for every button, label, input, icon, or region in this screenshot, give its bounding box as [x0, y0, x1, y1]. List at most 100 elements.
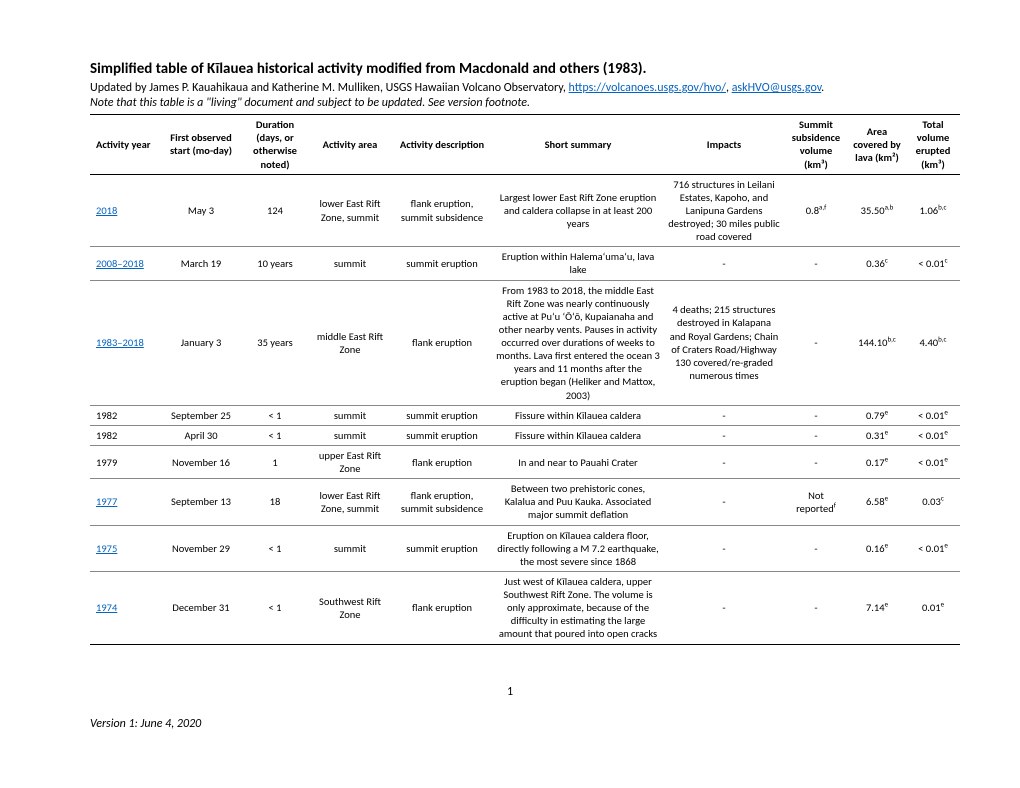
- cell-year: 1983–2018: [90, 280, 160, 405]
- cell-start: November 29: [160, 525, 242, 571]
- cell-subs: -: [784, 247, 848, 280]
- year-link[interactable]: 2018: [96, 204, 117, 217]
- cell-volume: < 0.01e: [906, 405, 960, 425]
- page-number: 1: [90, 685, 930, 699]
- year-link[interactable]: 2008–2018: [96, 257, 144, 270]
- cell-subs: -: [784, 405, 848, 425]
- year-link[interactable]: 1975: [96, 542, 117, 555]
- cell-start: November 16: [160, 445, 242, 478]
- cell-duration: 18: [242, 479, 308, 525]
- cell-start: January 3: [160, 280, 242, 405]
- col-header-volume: Total volume erupted (km³): [906, 115, 960, 175]
- cell-covered: 144.10b,c: [848, 280, 906, 405]
- col-header-impacts: Impacts: [664, 115, 784, 175]
- table-header-row: Activity year First observed start (mo-d…: [90, 115, 960, 175]
- cell-area: summit: [308, 405, 392, 425]
- table-row: 1977September 1318lower East Rift Zone, …: [90, 479, 960, 525]
- cell-volume: < 0.01e: [906, 445, 960, 478]
- cell-desc: flank eruption, summit subsidence: [392, 479, 492, 525]
- cell-summary: In and near to Pauahi Crater: [492, 445, 664, 478]
- cell-summary: Largest lower East Rift Zone eruption an…: [492, 174, 664, 247]
- cell-volume: < 0.01c: [906, 247, 960, 280]
- cell-year: 1975: [90, 525, 160, 571]
- cell-subs: -: [784, 280, 848, 405]
- cell-impacts: -: [664, 425, 784, 445]
- cell-area: summit: [308, 525, 392, 571]
- cell-start: May 3: [160, 174, 242, 247]
- cell-summary: Between two prehistoric cones, Kalalua a…: [492, 479, 664, 525]
- cell-subs: -: [784, 571, 848, 644]
- cell-year: 2018: [90, 174, 160, 247]
- cell-duration: 124: [242, 174, 308, 247]
- cell-subs: -: [784, 525, 848, 571]
- cell-desc: summit eruption: [392, 405, 492, 425]
- cell-year: 2008–2018: [90, 247, 160, 280]
- cell-start: September 13: [160, 479, 242, 525]
- cell-covered: 0.16e: [848, 525, 906, 571]
- cell-desc: summit eruption: [392, 525, 492, 571]
- col-header-summary: Short summary: [492, 115, 664, 175]
- col-header-covered: Area covered by lava (km²): [848, 115, 906, 175]
- year-link[interactable]: 1983–2018: [96, 336, 144, 349]
- cell-duration: 1: [242, 445, 308, 478]
- cell-summary: Eruption within Halemaʻumaʻu, lava lake: [492, 247, 664, 280]
- cell-subs: Not reportedf: [784, 479, 848, 525]
- table-row: 2018 May 3124lower East Rift Zone, summit…: [90, 174, 960, 247]
- cell-impacts: -: [664, 479, 784, 525]
- cell-volume: < 0.01e: [906, 525, 960, 571]
- subtitle-line: Updated by James P. Kauahikaua and Kathe…: [90, 80, 930, 96]
- cell-area: summit: [308, 425, 392, 445]
- cell-desc: flank eruption: [392, 571, 492, 644]
- cell-covered: 6.58e: [848, 479, 906, 525]
- cell-volume: 0.01e: [906, 571, 960, 644]
- version-footnote: Version 1: June 4, 2020: [90, 717, 930, 731]
- cell-duration: < 1: [242, 571, 308, 644]
- cell-year: 1982: [90, 405, 160, 425]
- col-header-duration: Duration (days, or otherwise noted): [242, 115, 308, 175]
- cell-duration: < 1: [242, 525, 308, 571]
- page-title: Simplified table of Kīlauea historical a…: [90, 60, 930, 78]
- hvo-link[interactable]: https://volcanoes.usgs.gov/hvo/: [569, 81, 726, 95]
- cell-volume: 1.06b,c: [906, 174, 960, 247]
- suffix-period: .: [821, 81, 824, 95]
- table-row: 1982April 30< 1summitsummit eruptionFiss…: [90, 425, 960, 445]
- cell-start: March 19: [160, 247, 242, 280]
- cell-subs: -: [784, 445, 848, 478]
- cell-area: summit: [308, 247, 392, 280]
- cell-year: 1982: [90, 425, 160, 445]
- cell-impacts: -: [664, 445, 784, 478]
- cell-year: 1979: [90, 445, 160, 478]
- table-row: 1975 November 29< 1summitsummit eruptionE…: [90, 525, 960, 571]
- cell-impacts: -: [664, 525, 784, 571]
- table-row: 1974 December 31< 1Southwest Rift Zonefla…: [90, 571, 960, 644]
- cell-start: September 25: [160, 405, 242, 425]
- cell-covered: 0.31e: [848, 425, 906, 445]
- year-link[interactable]: 1974: [96, 601, 117, 614]
- cell-start: December 31: [160, 571, 242, 644]
- cell-area: middle East Rift Zone: [308, 280, 392, 405]
- cell-desc: flank eruption, summit subsidence: [392, 174, 492, 247]
- cell-summary: Fissure within Kīlauea caldera: [492, 425, 664, 445]
- year-link[interactable]: 1977: [96, 495, 117, 508]
- col-header-subs: Summit subsidence volume (km³): [784, 115, 848, 175]
- cell-desc: flank eruption: [392, 445, 492, 478]
- cell-area: Southwest Rift Zone: [308, 571, 392, 644]
- col-header-year: Activity year: [90, 115, 160, 175]
- cell-duration: 35 years: [242, 280, 308, 405]
- table-row: 1982September 25< 1summitsummit eruption…: [90, 405, 960, 425]
- email-link[interactable]: askHVO@usgs.gov: [732, 81, 821, 95]
- cell-summary: Eruption on Kīlauea caldera floor, direc…: [492, 525, 664, 571]
- cell-impacts: 716 structures in Leilani Estates, Kapoh…: [664, 174, 784, 247]
- cell-impacts: -: [664, 405, 784, 425]
- col-header-area: Activity area: [308, 115, 392, 175]
- cell-desc: flank eruption: [392, 280, 492, 405]
- cell-covered: 0.36c: [848, 247, 906, 280]
- table-row: 2008–2018March 1910 yearssummitsummit er…: [90, 247, 960, 280]
- cell-area: lower East Rift Zone, summit: [308, 174, 392, 247]
- cell-area: upper East Rift Zone: [308, 445, 392, 478]
- cell-volume: 4.40b,c: [906, 280, 960, 405]
- cell-duration: < 1: [242, 425, 308, 445]
- cell-summary: Just west of Kīlauea caldera, upper Sout…: [492, 571, 664, 644]
- living-doc-note: Note that this table is a "living" docum…: [90, 96, 930, 110]
- cell-desc: summit eruption: [392, 247, 492, 280]
